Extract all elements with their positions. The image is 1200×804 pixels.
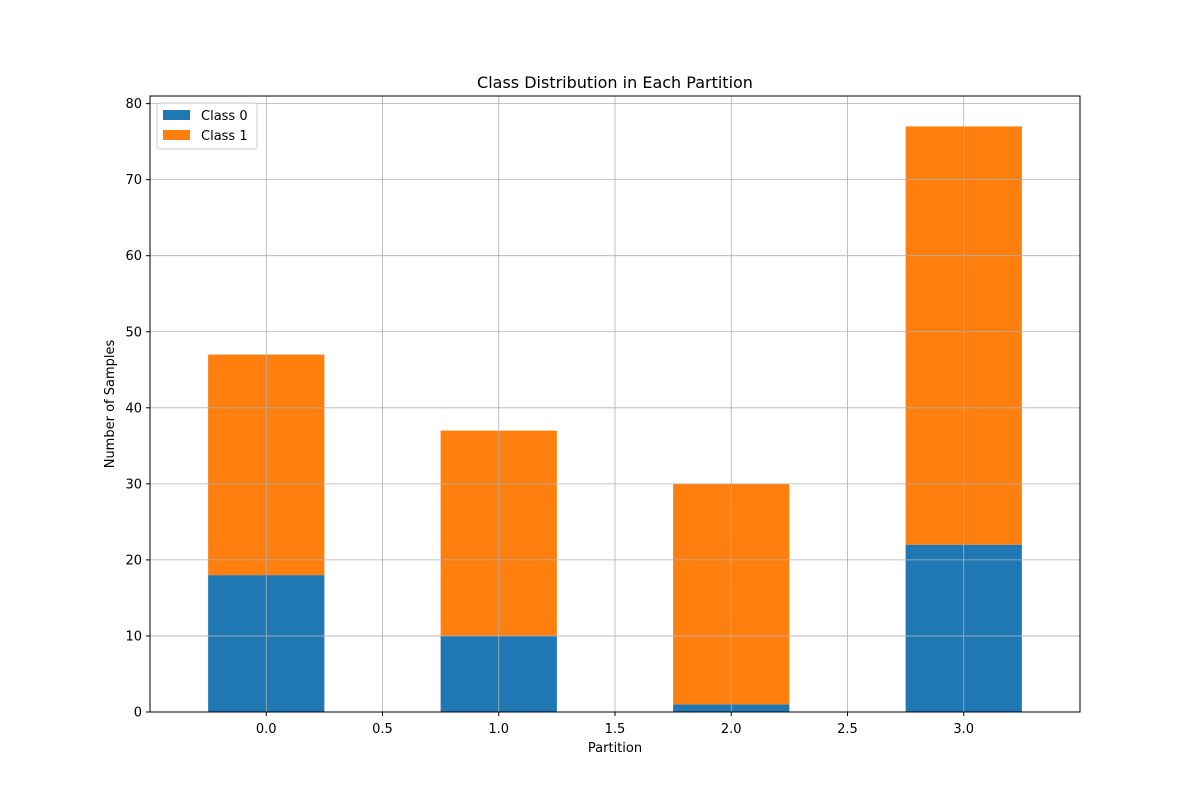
x-tick-label: 0.5 <box>372 722 393 737</box>
bars-layer <box>150 96 1080 713</box>
legend-label-class-1: Class 1 <box>201 129 248 144</box>
legend-swatch-class-0 <box>163 110 190 120</box>
x-tick-label: 0.0 <box>256 722 277 737</box>
y-tick-label: 70 <box>125 173 142 188</box>
ticks-layer: 0.0 0.5 1.0 1.5 2.0 2.5 3.0 0 10 20 30 40 50 60 70 80 <box>125 97 974 737</box>
x-tick-label: 1.0 <box>488 722 509 737</box>
y-tick-label: 10 <box>125 629 142 644</box>
chart-title: Class Distribution in Each Partition <box>477 73 753 92</box>
x-tick-label: 3.0 <box>953 722 974 737</box>
y-tick-label: 80 <box>125 97 142 112</box>
legend-label-class-0: Class 0 <box>201 109 248 124</box>
y-tick-label: 40 <box>125 401 142 416</box>
x-tick-label: 1.5 <box>605 722 626 737</box>
y-tick-label: 50 <box>125 325 142 340</box>
x-tick-label: 2.0 <box>721 722 742 737</box>
y-tick-label: 20 <box>125 553 142 568</box>
legend: Class 0 Class 1 <box>156 102 258 150</box>
x-axis-label: Partition <box>588 741 642 756</box>
x-tick-label: 2.5 <box>837 722 858 737</box>
y-axis-label: Number of Samples <box>103 340 118 469</box>
y-tick-label: 0 <box>134 706 142 721</box>
legend-swatch-class-1 <box>163 130 190 140</box>
y-tick-label: 30 <box>125 477 142 492</box>
y-tick-label: 60 <box>125 249 142 264</box>
